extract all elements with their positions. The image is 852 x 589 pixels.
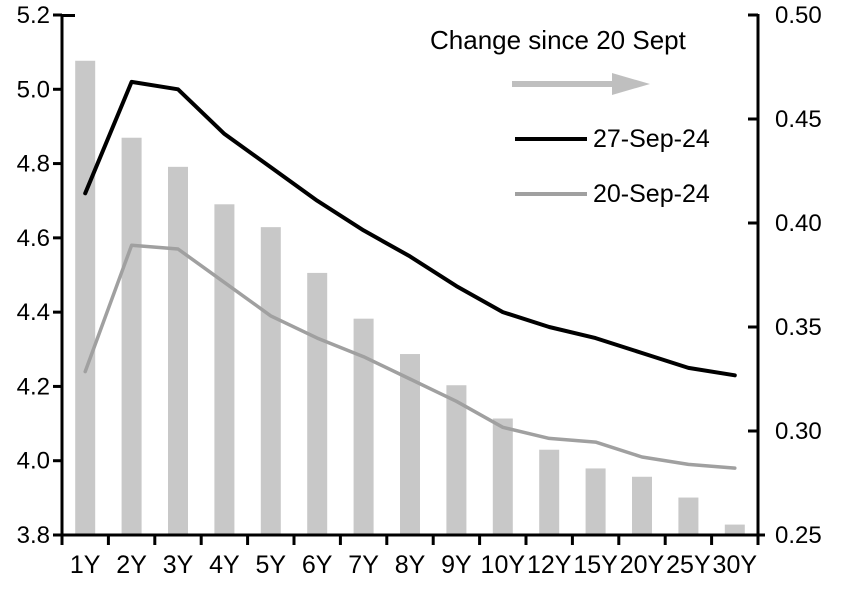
- left-axis-label: 4.4: [17, 299, 50, 326]
- legend-right-arrow-icon: [612, 73, 650, 95]
- x-axis-label-1Y: 1Y: [70, 551, 101, 579]
- right-axis-label: 0.30: [775, 418, 822, 445]
- bar-3Y: [168, 166, 188, 535]
- series-line-20-sep-24: [83, 243, 737, 470]
- bar-20Y: [632, 476, 652, 535]
- bar-4Y: [214, 204, 235, 535]
- right-axis-label: 0.40: [775, 210, 822, 237]
- series-line-27-sep-24: [83, 79, 737, 378]
- x-axis-label-25Y: 25Y: [666, 551, 711, 579]
- x-axis-label-15Y: 15Y: [573, 551, 618, 579]
- bar-6Y: [307, 272, 328, 535]
- bar-7Y: [353, 318, 374, 535]
- bar-12Y: [539, 449, 560, 535]
- bar-25Y: [678, 497, 699, 535]
- x-axis-label-6Y: 6Y: [302, 551, 333, 579]
- left-axis-label: 4.8: [17, 151, 50, 178]
- left-axis-label: 5.0: [17, 76, 50, 103]
- x-axis-label-20Y: 20Y: [620, 551, 665, 579]
- x-axis-label-5Y: 5Y: [256, 551, 287, 579]
- bar-9Y: [446, 385, 467, 535]
- right-axis-label: 0.50: [775, 2, 822, 29]
- x-axis-label-8Y: 8Y: [395, 551, 426, 579]
- x-axis-label-7Y: 7Y: [348, 551, 379, 579]
- left-axis-label: 4.0: [17, 448, 50, 475]
- x-axis-label-12Y: 12Y: [527, 551, 572, 579]
- x-axis-label-2Y: 2Y: [116, 551, 147, 579]
- bar-5Y: [260, 227, 281, 535]
- left-axis-label: 4.6: [17, 225, 50, 252]
- legend-title: Change since 20 Sept: [430, 25, 686, 55]
- legend-label-20-sep: 20-Sep-24: [593, 180, 710, 208]
- legend-label-27-sep: 27-Sep-24: [593, 125, 710, 153]
- x-axis-label-10Y: 10Y: [481, 551, 526, 579]
- x-axis-label-3Y: 3Y: [163, 551, 194, 579]
- bar-2Y: [121, 137, 142, 535]
- bar-8Y: [400, 354, 420, 535]
- right-axis-label: 0.35: [775, 314, 822, 341]
- left-axis-label: 4.2: [17, 373, 50, 400]
- bar-10Y: [492, 418, 513, 535]
- bar-1Y: [75, 60, 96, 535]
- left-axis-label: 3.8: [17, 522, 50, 549]
- right-axis-label: 0.45: [775, 106, 822, 133]
- bar-15Y: [585, 468, 606, 535]
- right-axis-label: 0.25: [775, 522, 822, 549]
- x-axis-label-4Y: 4Y: [209, 551, 240, 579]
- bar-30Y: [724, 524, 745, 535]
- x-axis-label-9Y: 9Y: [441, 551, 472, 579]
- x-axis-label-30Y: 30Y: [713, 551, 758, 579]
- left-axis-label: 5.2: [17, 2, 50, 29]
